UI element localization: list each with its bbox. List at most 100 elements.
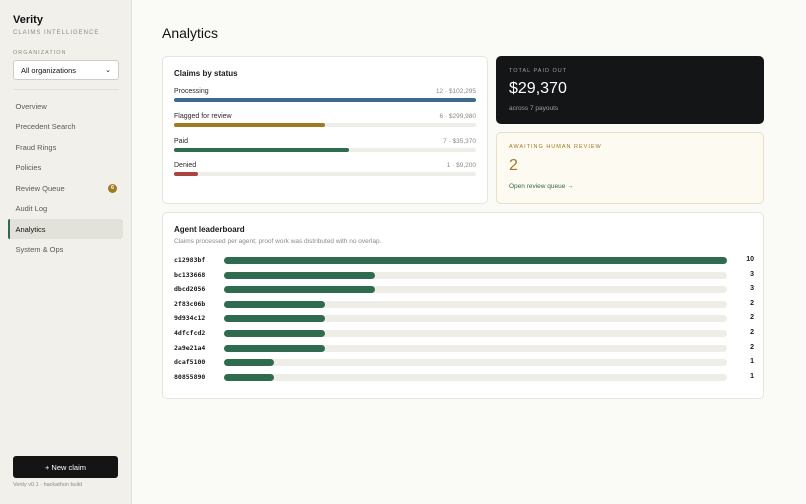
agent-leaderboard-card: Agent leaderboard Claims processed per a… xyxy=(162,212,764,399)
sidebar-item-overview[interactable]: Overview xyxy=(8,96,123,116)
open-review-queue-link[interactable]: Open review queue → xyxy=(509,183,574,190)
agent-claim-count: 3 xyxy=(750,285,754,293)
leaderboard-bar-track xyxy=(224,373,727,381)
sidebar-item-label: Audit Log xyxy=(15,204,48,213)
status-bar-track xyxy=(174,172,476,176)
status-value: 1 · $9,200 xyxy=(446,162,476,169)
sidebar-item-system-ops[interactable]: System & Ops xyxy=(8,240,123,260)
leaderboard-bar-track xyxy=(224,344,727,352)
leaderboard-bar-track xyxy=(224,330,727,337)
total-paid-subtext: across 7 payouts xyxy=(509,105,559,112)
leaderboard-bar-fill xyxy=(224,271,375,279)
sidebar-item-policies[interactable]: Policies xyxy=(8,158,123,178)
leaderboard-row: dbcd2056 3 xyxy=(174,285,754,295)
agent-claim-count: 2 xyxy=(750,299,754,307)
leaderboard-bar-track xyxy=(224,257,727,264)
agent-id: 2f83c06b xyxy=(174,299,206,308)
leaderboard-bar-fill xyxy=(224,286,375,294)
chevron-down-icon: ⌄ xyxy=(105,67,111,74)
leaderboard-bar-track xyxy=(224,315,727,323)
agent-id: bc133668 xyxy=(174,270,206,279)
status-value: 7 · $35,370 xyxy=(443,138,476,145)
organization-label: ORGANIZATION xyxy=(13,50,67,56)
status-value: 6 · $299,980 xyxy=(439,113,476,120)
status-label: Paid xyxy=(174,138,189,145)
sidebar-item-label: Fraud Rings xyxy=(15,142,57,152)
status-label: Denied xyxy=(174,162,197,169)
status-bar-track xyxy=(174,148,476,152)
sidebar-item-review-queue[interactable]: Review Queue 6 xyxy=(8,178,123,198)
agent-leaderboard-subtitle: Claims processed per agent; proof work w… xyxy=(174,238,382,245)
sidebar-item-precedent-search[interactable]: Precedent Search xyxy=(8,117,123,137)
organization-select[interactable]: All organizations ⌄ xyxy=(13,60,119,80)
leaderboard-bar-fill xyxy=(224,300,325,308)
agent-leaderboard-title: Agent leaderboard xyxy=(174,225,245,234)
leaderboard-bar-track xyxy=(224,300,727,308)
status-bar-track xyxy=(174,98,476,102)
leaderboard-bar-fill xyxy=(224,330,325,337)
agent-claim-count: 1 xyxy=(750,372,754,380)
status-row: Denied 1 · $9,200 xyxy=(174,162,476,176)
sidebar-item-label: Precedent Search xyxy=(15,122,76,131)
leaderboard-bar-track xyxy=(224,271,727,279)
agent-id: c12983bf xyxy=(174,256,206,264)
page-title: Analytics xyxy=(162,25,219,41)
status-bar-fill xyxy=(174,148,350,152)
awaiting-review-card: AWAITING HUMAN REVIEW 2 Open review queu… xyxy=(496,132,764,204)
leaderboard-bar-fill xyxy=(224,344,325,352)
status-bar-track xyxy=(174,123,476,127)
leaderboard-bar-fill xyxy=(224,315,325,323)
agent-id: 2a9e21a4 xyxy=(174,343,206,352)
agent-id: 4dfcfcd2 xyxy=(174,329,206,337)
agent-claim-count: 1 xyxy=(750,358,754,366)
leaderboard-row: 4dfcfcd2 2 xyxy=(174,329,754,339)
awaiting-review-count: 2 xyxy=(509,157,518,174)
leaderboard-row: 9d934c12 2 xyxy=(174,314,754,324)
status-bar-fill xyxy=(174,98,476,102)
sidebar-item-label: Analytics xyxy=(15,224,46,234)
brand-tagline: CLAIMS INTELLIGENCE xyxy=(13,30,100,36)
sidebar: Verity CLAIMS INTELLIGENCE ORGANIZATION … xyxy=(0,0,132,504)
status-row: Flagged for review 6 · $299,980 xyxy=(174,113,476,127)
leaderboard-bar-fill xyxy=(224,257,727,264)
total-paid-card: TOTAL PAID OUT $29,370 across 7 payouts xyxy=(496,56,764,124)
leaderboard-row: c12983bf 10 xyxy=(174,256,754,266)
leaderboard-row: 2f83c06b 2 xyxy=(174,300,754,310)
leaderboard-bar-fill xyxy=(224,359,275,367)
status-bar-fill xyxy=(174,123,325,127)
agent-id: dbcd2056 xyxy=(174,285,206,294)
claims-by-status-card: Claims by status Processing 12 · $102,295… xyxy=(162,56,488,204)
agent-id: dcaf5100 xyxy=(174,358,206,367)
leaderboard-bar-track xyxy=(224,286,727,294)
awaiting-review-label: AWAITING HUMAN REVIEW xyxy=(509,144,602,150)
status-bar-fill xyxy=(174,172,199,176)
version-text: Verity v0.1 · hackathon build xyxy=(13,482,83,488)
leaderboard-row: dcaf5100 1 xyxy=(174,358,754,368)
agent-claim-count: 2 xyxy=(750,343,754,351)
review-queue-count-badge: 6 xyxy=(108,183,117,193)
sidebar-item-audit-log[interactable]: Audit Log xyxy=(8,199,123,219)
total-paid-amount: $29,370 xyxy=(509,80,567,97)
status-label: Flagged for review xyxy=(174,113,232,120)
sidebar-item-analytics[interactable]: Analytics xyxy=(8,219,123,239)
total-paid-label: TOTAL PAID OUT xyxy=(509,68,568,74)
leaderboard-row: 2a9e21a4 2 xyxy=(174,344,754,354)
agent-claim-count: 2 xyxy=(750,314,754,322)
sidebar-item-label: System & Ops xyxy=(15,245,64,254)
leaderboard-bar-fill xyxy=(224,373,275,381)
brand-name: Verity xyxy=(13,14,43,26)
agent-id: 80855890 xyxy=(174,372,206,381)
sidebar-item-fraud-rings[interactable]: Fraud Rings xyxy=(8,137,123,157)
sidebar-item-label: Review Queue xyxy=(15,183,65,193)
status-row: Paid 7 · $35,370 xyxy=(174,138,476,152)
agent-id: 9d934c12 xyxy=(174,314,206,323)
sidebar-nav: Overview Precedent Search Fraud Rings Polic… xyxy=(8,96,123,260)
claims-by-status-title: Claims by status xyxy=(174,69,238,78)
agent-claim-count: 10 xyxy=(746,256,754,263)
sidebar-item-label: Policies xyxy=(15,163,42,172)
new-claim-button[interactable]: + New claim xyxy=(13,456,118,478)
status-label: Processing xyxy=(174,88,209,95)
agent-claim-count: 2 xyxy=(750,329,754,336)
leaderboard-row: bc133668 3 xyxy=(174,271,754,281)
status-value: 12 · $102,295 xyxy=(435,88,476,95)
